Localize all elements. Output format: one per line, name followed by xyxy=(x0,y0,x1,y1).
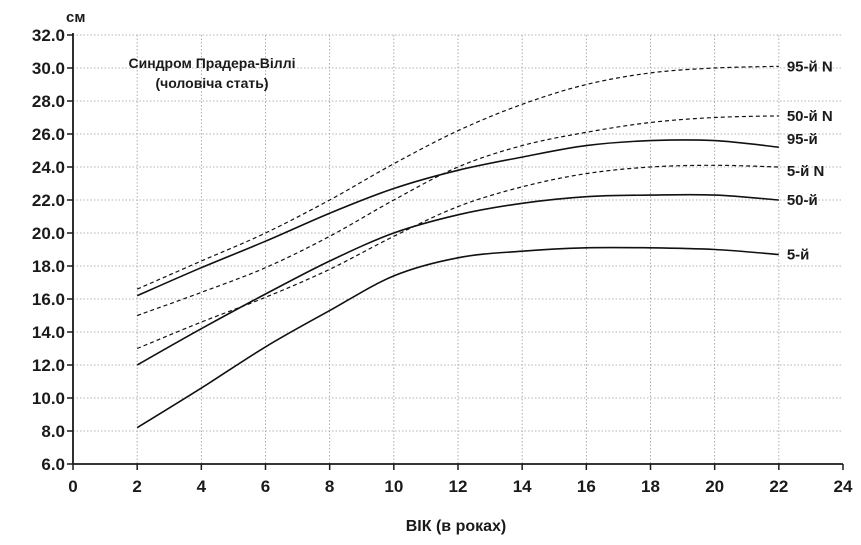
x-tick-label: 0 xyxy=(68,477,77,496)
x-tick-label: 2 xyxy=(132,477,141,496)
y-tick-label: 14.0 xyxy=(32,323,65,342)
series-line xyxy=(136,246,779,429)
y-tick-label: 10.0 xyxy=(32,389,65,408)
y-tick-label: 28.0 xyxy=(32,92,65,111)
series-line xyxy=(136,115,779,317)
series-lines xyxy=(136,65,779,429)
series-label: 5-й N xyxy=(787,163,825,180)
chart-title-line-1: Синдром Прадера-Віллі xyxy=(129,55,296,71)
x-tick-label: 20 xyxy=(705,477,724,496)
x-tick-label: 10 xyxy=(384,477,403,496)
x-tick-label: 18 xyxy=(641,477,660,496)
y-tick-label: 12.0 xyxy=(32,356,65,375)
x-tick-label: 6 xyxy=(261,477,270,496)
y-tick-label: 26.0 xyxy=(32,125,65,144)
series-label: 95-й xyxy=(787,131,818,148)
series-label: 5-й xyxy=(787,246,810,263)
series-line xyxy=(136,164,779,350)
x-tick-label: 4 xyxy=(197,477,207,496)
y-tick-label: 6.0 xyxy=(41,455,65,474)
series-line xyxy=(136,65,779,290)
x-axis-title: ВІК (в роках) xyxy=(406,518,507,535)
x-tick-label: 24 xyxy=(834,477,853,496)
x-tick-label: 14 xyxy=(513,477,532,496)
y-tick-label: 18.0 xyxy=(32,257,65,276)
series-labels: 95-й N 50-й N 5-й N 95-й 50-й 5-й xyxy=(787,58,833,263)
y-tick-label: 20.0 xyxy=(32,224,65,243)
chart-title-line-2: (чоловіча стать) xyxy=(155,75,268,91)
y-tick-label: 32.0 xyxy=(32,26,65,45)
x-tick-label: 16 xyxy=(577,477,596,496)
grid xyxy=(73,34,843,464)
y-tick-label: 24.0 xyxy=(32,158,65,177)
series-label: 50-й xyxy=(787,192,818,209)
y-axis-unit: см xyxy=(66,9,85,26)
y-tick-label: 22.0 xyxy=(32,191,65,210)
series-line xyxy=(136,139,779,297)
x-tick-label: 12 xyxy=(449,477,468,496)
y-tick-label: 16.0 xyxy=(32,290,65,309)
axes: 6.08.010.012.014.016.018.020.022.024.026… xyxy=(32,26,853,496)
series-label: 95-й N xyxy=(787,58,833,75)
series-label: 50-й N xyxy=(787,108,833,125)
y-tick-label: 8.0 xyxy=(41,422,65,441)
x-tick-label: 22 xyxy=(769,477,788,496)
x-tick-label: 8 xyxy=(325,477,334,496)
series-line xyxy=(136,193,779,366)
y-tick-label: 30.0 xyxy=(32,59,65,78)
